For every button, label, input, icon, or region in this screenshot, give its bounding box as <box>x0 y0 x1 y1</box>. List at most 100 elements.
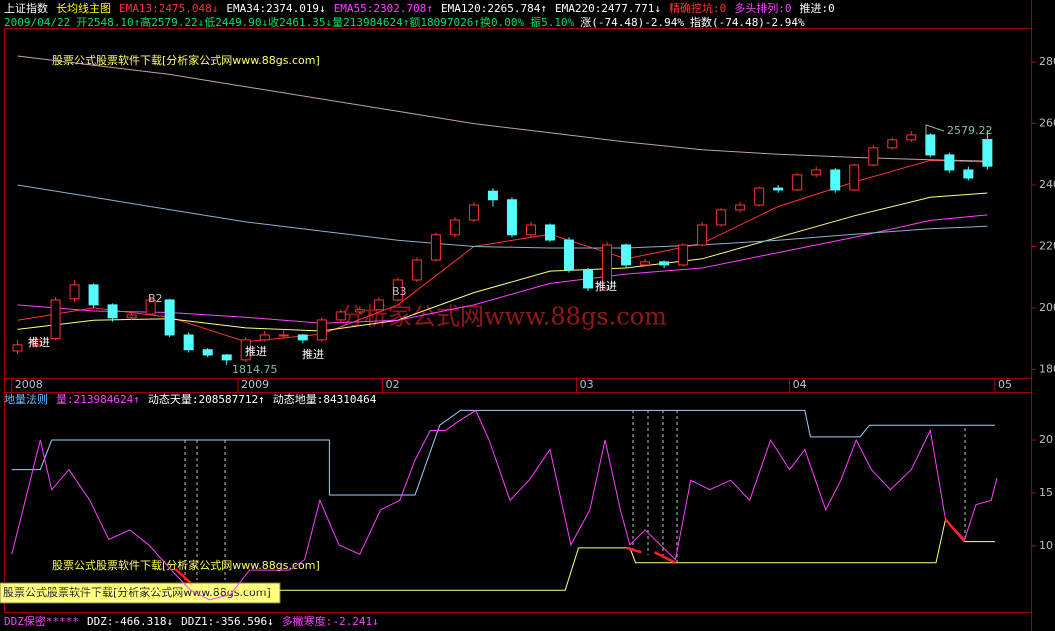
annotation: 推进 <box>302 347 324 361</box>
candle-body <box>773 187 784 191</box>
candle-body <box>468 204 479 221</box>
header-line-item: EMA13:2475.048↓ <box>119 2 218 15</box>
footer-line-item: 多撇寒度:-2.241↓ <box>282 614 379 628</box>
candle-body <box>183 334 194 351</box>
footer-line-item: DDZ1:-356.596↓ <box>181 615 274 628</box>
candle-body <box>107 304 118 319</box>
header-line-item: 2009/04/22 <box>4 16 70 29</box>
candle-body <box>678 244 689 266</box>
candle-body <box>487 190 498 201</box>
footer-line-item: DDZ:-466.318↓ <box>87 615 173 628</box>
header-line-item: EMA34:2374.019↓ <box>226 2 325 15</box>
x-axis-strip <box>4 378 1032 393</box>
candle-body <box>544 224 555 241</box>
watermark: 股票公式股票软件下载[分析家公式网www.88gs.com] <box>52 53 320 67</box>
candle-body <box>297 334 308 341</box>
watermark-big: 分析家公式网www.88gs.com <box>340 303 667 331</box>
y-tick-label: 10 <box>1039 539 1053 552</box>
header-line-item: 多头排列:0 <box>734 1 791 15</box>
candle-body <box>830 169 841 191</box>
candle-body <box>811 169 822 176</box>
candle-body <box>506 199 517 236</box>
annotation: B3 <box>392 285 407 298</box>
header-line: 2009/04/22 开2548.10↑高2579.22↓低2449.90↓收24… <box>4 15 805 29</box>
candle-body <box>278 334 289 337</box>
watermark: 股票公式股票软件下载[分析家公式网www.88gs.com] <box>3 585 271 599</box>
header-line: 上证指数 长均线主图 EMA13:2475.048↓ EMA34:2374.019↓ E… <box>4 1 835 15</box>
footer-line: DDZ保密***** DDZ:-466.318↓ DDZ1:-356.596↓ 多撇寒… <box>4 614 379 628</box>
line-series <box>17 184 988 249</box>
header-line-item: 涨(-74.48)-2.94% <box>580 16 684 29</box>
candle-body <box>564 239 575 271</box>
y-tick-label: 2200 <box>1039 239 1055 252</box>
candle-body <box>621 244 632 266</box>
x-tick-label: 02 <box>386 378 400 391</box>
candle-body <box>944 154 955 171</box>
header-line-item: 指数(-74.48)-2.94% <box>690 15 805 29</box>
candle-body <box>31 339 42 346</box>
y-tick-label: 2400 <box>1039 178 1055 191</box>
x-tick-label: 2009 <box>241 378 269 391</box>
candle-body <box>145 299 156 315</box>
lower-header: 地量法则 量:213984624↑ 动态天量:208587712↑ 动态地量:8431… <box>4 392 377 406</box>
annotation: 推进 <box>28 335 50 349</box>
candle-body <box>354 309 365 313</box>
candle-body <box>50 299 61 340</box>
header-line-item: EMA55:2302.708↑ <box>334 2 433 15</box>
y-tick-label: 15 <box>1039 486 1053 499</box>
header-line-item: EMA120:2265.784↑ <box>441 2 547 15</box>
candle-body <box>259 334 270 341</box>
line-series <box>17 55 988 162</box>
header-line-item: 开2548.10↑高2579.22↓低2449.90↓收2461.35↓量213… <box>76 15 524 29</box>
annotation: 1814.75 <box>232 363 278 376</box>
candle-body <box>906 134 917 141</box>
candle-body <box>849 164 860 191</box>
header-line-item: 长均线主图 <box>56 1 111 15</box>
candle-body <box>202 349 213 356</box>
y-tick-label: 20 <box>1039 433 1053 446</box>
candle-body <box>602 244 613 289</box>
candle-body <box>126 314 137 319</box>
leader-line <box>925 124 945 136</box>
lower-header-item: 量:213984624↑ <box>56 393 140 406</box>
candle-body <box>221 354 232 361</box>
y-tick-label: 2600 <box>1039 117 1055 130</box>
candle-body <box>88 284 99 306</box>
x-tick-label: 04 <box>793 378 807 391</box>
signal-lines <box>184 410 966 580</box>
annotation: 2579.22 <box>947 124 993 137</box>
candle-body <box>373 299 384 311</box>
header-line-item: 振5.10% <box>530 15 574 29</box>
candle-body <box>697 224 708 246</box>
candle-body <box>583 269 594 289</box>
line-series <box>17 214 988 324</box>
candle-body <box>735 204 746 211</box>
header-line-item: 精确挖坑:0 <box>669 1 726 15</box>
header-line-item: 推进:0 <box>799 1 834 15</box>
annotation: B2 <box>148 292 163 305</box>
candle-body <box>240 339 251 361</box>
candle-body <box>754 187 765 206</box>
y-tick-label: 1800 <box>1039 362 1055 375</box>
footer-line-item: DDZ保密***** <box>4 614 79 628</box>
candle-body <box>640 261 651 266</box>
candle-body <box>316 319 327 341</box>
line-series <box>11 518 995 591</box>
line-series <box>17 159 988 343</box>
candle-body <box>525 224 536 236</box>
annotation: 推进 <box>245 344 267 358</box>
annotation: 推进 <box>595 279 617 293</box>
candle-body <box>887 139 898 149</box>
y-tick-label: 2000 <box>1039 301 1055 314</box>
watermark-box <box>0 582 281 604</box>
candle-body <box>716 209 727 226</box>
x-tick-label: 2008 <box>15 378 43 391</box>
candle-body <box>164 299 175 336</box>
line-series <box>11 409 995 496</box>
line-series <box>17 192 988 332</box>
y-tick-label: 2800 <box>1039 55 1055 68</box>
lower-header-item: 动态地量:84310464 <box>273 393 377 406</box>
candle-body <box>982 139 993 167</box>
